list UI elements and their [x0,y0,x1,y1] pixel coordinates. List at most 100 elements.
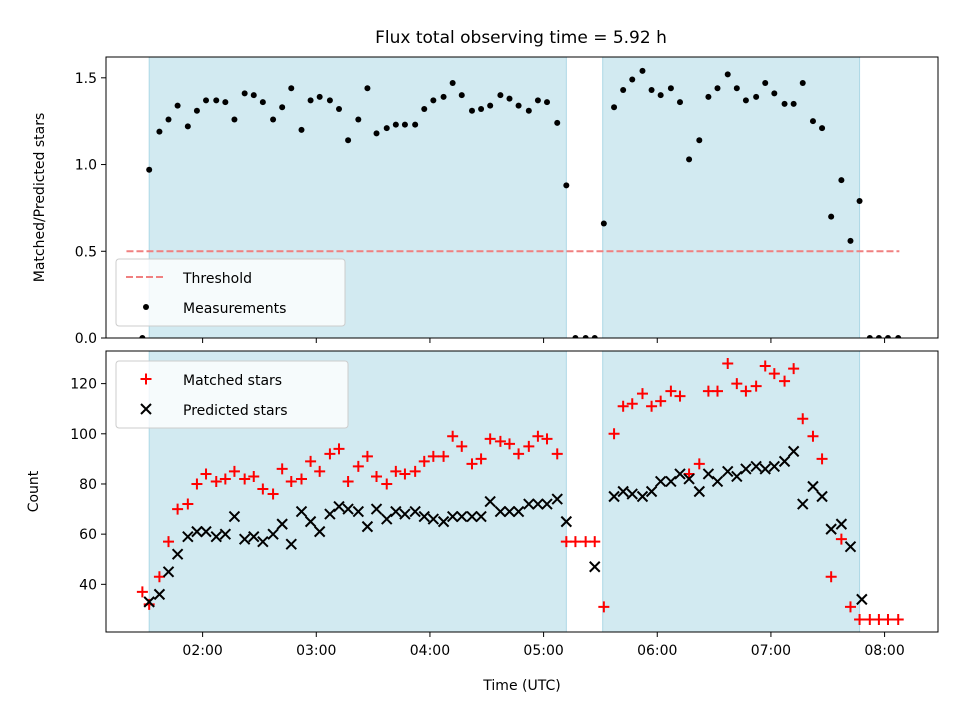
series-measurements [139,67,902,338]
legend-predicted-swatch [140,403,152,415]
measurement-point [193,107,200,114]
matched-star-marker [693,458,705,470]
measurement-point [790,100,797,107]
predicted-star-marker [475,510,487,523]
x-tick-label: 06:00 [637,643,677,659]
matched-star-marker [484,433,496,445]
measurement-point [222,99,229,106]
y-tick-label: 1.0 [75,158,97,174]
measurement-point [875,335,882,338]
measurement-point [468,107,475,114]
predicted-star-marker [532,498,544,510]
matched-star-marker [854,613,866,625]
matched-star-marker [892,613,904,625]
measurement-point [165,116,172,123]
matched-star-marker [759,360,771,372]
predicted-star-marker [807,480,819,493]
predicted-star-marker [626,488,638,500]
predicted-star-marker [523,498,535,510]
predicted-star-marker [665,475,677,488]
matched-star-marker [191,478,203,490]
measurement-point [753,93,760,100]
predicted-star-marker [267,528,279,540]
matched-star-marker [655,395,667,407]
measurement-point [667,85,674,92]
measurement-point [771,90,778,97]
measurement-point [298,126,305,133]
measurement-point [676,99,683,106]
measurement-point [316,93,323,100]
matched-star-marker [399,468,411,480]
predicted-star-marker [484,495,496,508]
measurement-point [458,92,465,99]
predicted-star-marker [399,508,411,520]
matched-star-marker [305,455,317,467]
y-tick-label: 40 [79,577,97,593]
measurement-point [620,86,627,93]
predicted-star-marker [844,540,857,553]
predicted-star-marker [219,528,232,540]
matched-star-marker [228,465,240,477]
legend: Threshold Measurements [115,258,346,327]
predicted-star-marker [381,513,393,525]
matched-star-marker [418,455,430,467]
measurement-point [497,92,504,99]
measurement-point [563,182,570,189]
measurement-point [686,156,693,163]
y-tick-label: 80 [79,477,97,493]
matched-star-marker [816,453,828,465]
measurement-point [213,97,220,104]
measurement-point [781,100,788,107]
predicted-star-marker [171,548,184,560]
predicted-star-marker [589,561,601,573]
predicted-star-marker [778,455,791,468]
matched-star-marker [381,478,393,490]
measurement-point [544,99,551,106]
series-matched-stars [136,358,904,625]
x-tick-label: 03:00 [296,643,336,659]
predicted-star-marker [191,525,203,538]
matched-star-marker [882,613,894,625]
measurement-point [648,86,655,93]
predicted-star-marker [560,515,573,528]
measurement-point [639,67,646,74]
matched-star-marker [200,468,212,480]
measurement-point [856,197,863,204]
matched-star-marker [352,460,364,472]
measurement-point [478,106,485,113]
axes-frame [105,350,939,633]
matched-star-marker [598,601,610,613]
measurement-point [657,92,664,99]
predicted-star-marker [768,460,781,473]
measurement-point [326,97,333,104]
bottom-panel: 02:00 03:00 04:00 05:00 06:00 07:00 08:00 40 60 8… [26,350,939,694]
measurement-point [819,125,826,132]
matched-star-marker [844,601,856,613]
measurement-point [383,125,390,132]
predicted-star-marker [276,518,288,530]
matched-star-marker [371,470,383,482]
predicted-star-marker [361,520,374,533]
y-tick-label: 60 [79,527,97,543]
measurement-point [838,177,845,184]
matched-star-marker [182,498,194,510]
matched-star-marker [427,450,439,462]
measurement-point [184,123,191,130]
measurement-point [440,93,447,100]
matched-star-marker [210,475,222,487]
predicted-star-marker [352,505,365,518]
chart-title: Flux total observing time = 5.92 h [375,28,667,48]
matched-star-marker [219,473,231,485]
predicted-star-marker [200,525,212,538]
measurement-point [515,102,522,109]
measurement-point [809,118,816,125]
matched-star-marker [665,385,677,397]
measurement-point [421,106,428,113]
y-tick-label: 100 [70,427,97,443]
measurement-point [364,85,371,92]
predicted-star-marker [390,505,402,518]
legend-box [115,360,349,429]
plot-area [139,67,902,338]
predicted-star-marker [182,530,194,543]
predicted-star-marker [750,460,762,473]
